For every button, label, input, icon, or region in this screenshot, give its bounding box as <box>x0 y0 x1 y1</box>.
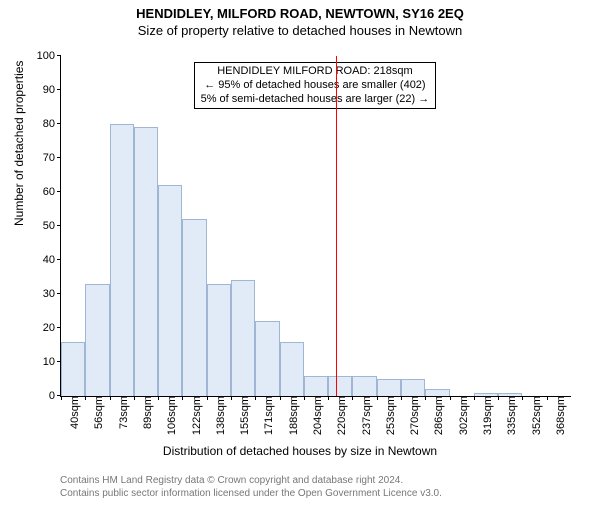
x-tick-label: 352sqm <box>527 396 543 435</box>
attribution-line-1: Contains HM Land Registry data © Crown c… <box>60 475 442 488</box>
histogram-bar <box>110 124 134 396</box>
x-tick-mark <box>255 396 256 400</box>
histogram-bar <box>377 379 401 396</box>
x-tick-mark <box>401 396 402 400</box>
x-tick-label: 302sqm <box>454 396 470 435</box>
x-tick-mark <box>547 396 548 400</box>
reference-line <box>336 56 337 396</box>
chart-container: HENDIDLEY, MILFORD ROAD, NEWTOWN, SY16 2… <box>0 6 600 506</box>
y-tick-label: 30 <box>43 288 61 300</box>
histogram-bar <box>182 219 206 396</box>
histogram-bar <box>425 389 449 396</box>
x-tick-mark <box>134 396 135 400</box>
y-tick-label: 50 <box>43 220 61 232</box>
y-tick-label: 70 <box>43 152 61 164</box>
x-tick-mark <box>158 396 159 400</box>
histogram-bar <box>61 342 85 396</box>
x-tick-label: 335sqm <box>502 396 518 435</box>
x-tick-label: 138sqm <box>211 396 227 435</box>
x-tick-label: 286sqm <box>429 396 445 435</box>
x-tick-label: 188sqm <box>284 396 300 435</box>
histogram-bar <box>352 376 376 396</box>
histogram-bar <box>401 379 425 396</box>
x-tick-mark <box>328 396 329 400</box>
histogram-bar <box>231 280 255 396</box>
x-tick-mark <box>450 396 451 400</box>
y-tick-label: 0 <box>49 390 61 402</box>
x-tick-label: 237sqm <box>357 396 373 435</box>
x-tick-label: 319sqm <box>478 396 494 435</box>
attribution-line-2: Contains public sector information licen… <box>60 488 442 501</box>
y-tick-label: 10 <box>43 356 61 368</box>
y-tick-mark <box>57 157 61 158</box>
x-tick-mark <box>182 396 183 400</box>
y-tick-mark <box>57 293 61 294</box>
histogram-bar <box>158 185 182 396</box>
x-tick-label: 56sqm <box>89 396 105 429</box>
x-tick-label: 171sqm <box>259 396 275 435</box>
annotation-line-2: ← 95% of detached houses are smaller (40… <box>201 79 430 93</box>
x-tick-label: 122sqm <box>187 396 203 435</box>
annotation-line-3: 5% of semi-detached houses are larger (2… <box>201 93 430 107</box>
histogram-bar <box>85 284 109 396</box>
y-tick-label: 90 <box>43 84 61 96</box>
attribution-text: Contains HM Land Registry data © Crown c… <box>60 475 442 500</box>
x-tick-mark <box>110 396 111 400</box>
annotation-box: HENDIDLEY MILFORD ROAD: 218sqm ← 95% of … <box>194 62 437 109</box>
y-tick-mark <box>57 327 61 328</box>
x-tick-mark <box>61 396 62 400</box>
histogram-bar <box>207 284 231 396</box>
x-tick-mark <box>498 396 499 400</box>
x-tick-label: 40sqm <box>65 396 81 429</box>
x-tick-label: 204sqm <box>308 396 324 435</box>
y-tick-mark <box>57 55 61 56</box>
x-tick-mark <box>377 396 378 400</box>
y-tick-mark <box>57 259 61 260</box>
x-tick-label: 106sqm <box>162 396 178 435</box>
x-tick-mark <box>231 396 232 400</box>
annotation-line-1: HENDIDLEY MILFORD ROAD: 218sqm <box>201 65 430 79</box>
histogram-bar <box>328 376 352 396</box>
histogram-bar <box>255 321 279 396</box>
plot-area: HENDIDLEY MILFORD ROAD: 218sqm ← 95% of … <box>60 56 571 397</box>
histogram-bar <box>304 376 328 396</box>
x-tick-mark <box>85 396 86 400</box>
chart-title: HENDIDLEY, MILFORD ROAD, NEWTOWN, SY16 2… <box>0 6 600 21</box>
y-tick-label: 60 <box>43 186 61 198</box>
chart-subtitle: Size of property relative to detached ho… <box>0 23 600 38</box>
x-tick-mark <box>425 396 426 400</box>
y-tick-mark <box>57 89 61 90</box>
x-tick-label: 89sqm <box>138 396 154 429</box>
x-tick-label: 253sqm <box>381 396 397 435</box>
y-tick-mark <box>57 123 61 124</box>
y-tick-mark <box>57 191 61 192</box>
x-tick-mark <box>474 396 475 400</box>
x-tick-mark <box>207 396 208 400</box>
x-tick-mark <box>352 396 353 400</box>
histogram-bar <box>134 127 158 396</box>
x-axis-label: Distribution of detached houses by size … <box>0 444 600 458</box>
x-tick-label: 220sqm <box>332 396 348 435</box>
x-tick-mark <box>522 396 523 400</box>
x-tick-label: 155sqm <box>235 396 251 435</box>
y-tick-label: 20 <box>43 322 61 334</box>
histogram-bar <box>280 342 304 396</box>
x-tick-label: 270sqm <box>405 396 421 435</box>
x-tick-label: 73sqm <box>114 396 130 429</box>
y-axis-label: Number of detached properties <box>12 61 26 226</box>
x-tick-label: 368sqm <box>551 396 567 435</box>
y-tick-label: 100 <box>37 50 61 62</box>
y-tick-label: 40 <box>43 254 61 266</box>
y-tick-mark <box>57 225 61 226</box>
y-tick-label: 80 <box>43 118 61 130</box>
x-tick-mark <box>304 396 305 400</box>
x-tick-mark <box>280 396 281 400</box>
